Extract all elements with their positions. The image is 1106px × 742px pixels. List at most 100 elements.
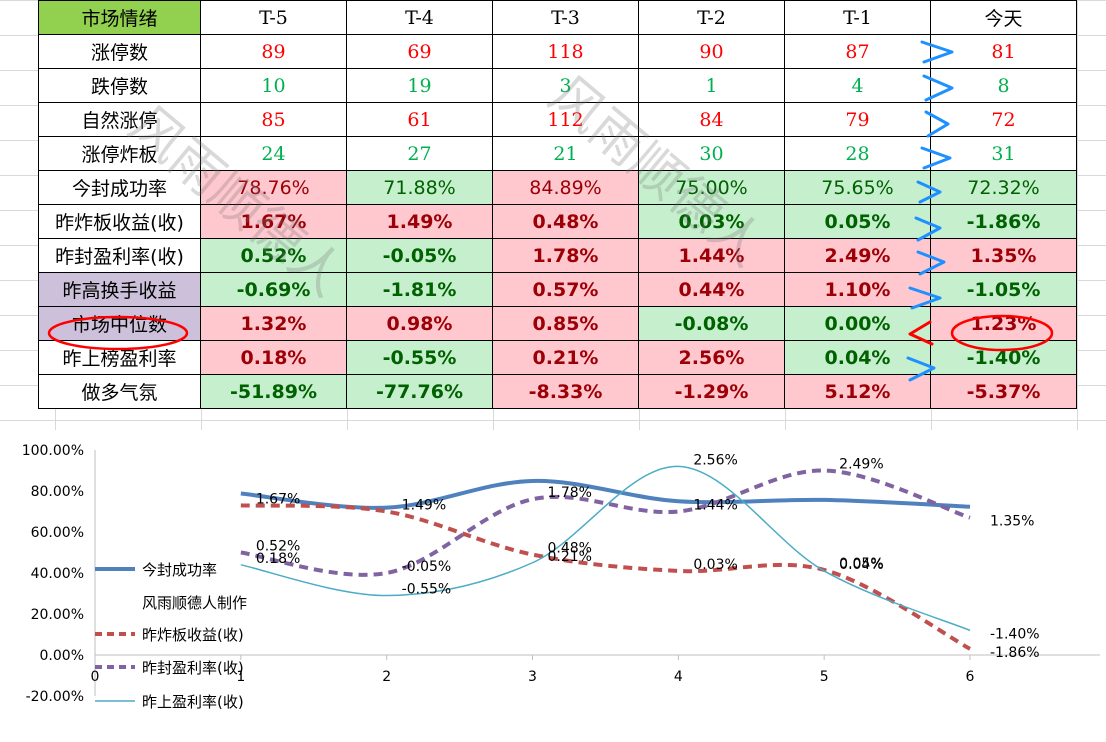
series-line bbox=[240, 465, 971, 632]
table-cell: 0.44% bbox=[638, 272, 785, 307]
header-cell-day: T-4 bbox=[346, 0, 493, 35]
legend-label: 昨上盈利率(收) bbox=[142, 693, 244, 711]
table-cell: 0.18% bbox=[200, 340, 347, 375]
table-cell: -1.86% bbox=[930, 204, 1077, 239]
table-row: 昨上榜盈利率 0.18% -0.55% 0.21% 2.56% 0.04% -1.40% bbox=[38, 340, 1077, 375]
y-tick-label: 40.00% bbox=[31, 566, 84, 582]
x-tick-label: 2 bbox=[382, 669, 391, 685]
row-label: 昨炸板收益(收) bbox=[38, 204, 201, 239]
header-cell-day: T-5 bbox=[200, 0, 347, 35]
data-label: 1.67% bbox=[256, 491, 300, 507]
table-cell: 0.85% bbox=[492, 306, 639, 341]
data-label: 2.49% bbox=[839, 457, 883, 473]
table-cell: 69 bbox=[346, 34, 493, 69]
table-cell: 31 bbox=[930, 136, 1077, 171]
data-label: 0.18% bbox=[256, 551, 300, 567]
row-label: 跌停数 bbox=[38, 68, 201, 103]
table-row: 市场中位数 1.32% 0.98% 0.85% -0.08% 0.00% 1.23% bbox=[38, 306, 1077, 341]
table-header-row: 市场情绪 T-5 T-4 T-3 T-2 T-1 今天 bbox=[38, 0, 1077, 35]
header-cell-day: T-2 bbox=[638, 0, 785, 35]
row-label: 自然涨停 bbox=[38, 102, 201, 137]
table-cell: 79 bbox=[784, 102, 931, 137]
x-tick-label: 3 bbox=[528, 669, 537, 685]
table-cell: 4 bbox=[784, 68, 931, 103]
table-cell: 78.76% bbox=[200, 170, 347, 205]
row-label: 昨上榜盈利率 bbox=[38, 340, 201, 375]
table-cell: -1.29% bbox=[638, 374, 785, 409]
header-cell-day: 今天 bbox=[930, 0, 1077, 35]
table-cell: 0.52% bbox=[200, 238, 347, 273]
table-row: 昨炸板收益(收) 1.67% 1.49% 0.48% 0.03% 0.05% -1.86% bbox=[38, 204, 1077, 239]
table-cell: 71.88% bbox=[346, 170, 493, 205]
table-row: 涨停炸板 24 27 21 30 28 31 bbox=[38, 136, 1077, 171]
table-cell: -0.05% bbox=[346, 238, 493, 273]
table-cell: 112 bbox=[492, 102, 639, 137]
table-cell: 10 bbox=[200, 68, 347, 103]
data-label: -1.40% bbox=[990, 626, 1040, 642]
table-cell: 1.10% bbox=[784, 272, 931, 307]
table-cell: 1.32% bbox=[200, 306, 347, 341]
table-cell: 8 bbox=[930, 68, 1077, 103]
table-cell: 1.78% bbox=[492, 238, 639, 273]
table-cell: 1.67% bbox=[200, 204, 347, 239]
table-cell: 84 bbox=[638, 102, 785, 137]
table-cell: 61 bbox=[346, 102, 493, 137]
row-label: 做多气氛 bbox=[38, 374, 201, 409]
table-cell: 87 bbox=[784, 34, 931, 69]
header-cell-day: T-3 bbox=[492, 0, 639, 35]
row-label: 市场中位数 bbox=[38, 306, 201, 341]
table-cell: 0.05% bbox=[784, 204, 931, 239]
x-tick-label: 6 bbox=[966, 669, 975, 685]
y-tick-label: 80.00% bbox=[31, 484, 84, 500]
table-cell: 0.03% bbox=[638, 204, 785, 239]
table-cell: 75.00% bbox=[638, 170, 785, 205]
row-label: 涨停数 bbox=[38, 34, 201, 69]
table-cell: 84.89% bbox=[492, 170, 639, 205]
table-row: 做多气氛 -51.89% -77.76% -8.33% -1.29% 5.12% -5.37… bbox=[38, 374, 1077, 409]
legend-label: 昨炸板收益(收) bbox=[142, 626, 244, 644]
table-cell: 0.00% bbox=[784, 306, 931, 341]
table-row: 昨高换手收益 -0.69% -1.81% 0.57% 0.44% 1.10% -1.05% bbox=[38, 272, 1077, 307]
table-cell: 2.49% bbox=[784, 238, 931, 273]
data-label: 0.04% bbox=[839, 557, 883, 573]
table-cell: -1.40% bbox=[930, 340, 1077, 375]
table-cell: 89 bbox=[200, 34, 347, 69]
table-cell: 0.57% bbox=[492, 272, 639, 307]
data-label: -0.05% bbox=[402, 559, 452, 575]
table-cell: 90 bbox=[638, 34, 785, 69]
y-tick-label: 20.00% bbox=[31, 607, 84, 623]
data-label: 2.56% bbox=[693, 452, 737, 468]
table-cell: 1 bbox=[638, 68, 785, 103]
table-row: 自然涨停 85 61 112 84 79 72 bbox=[38, 102, 1077, 137]
table-cell: -0.08% bbox=[638, 306, 785, 341]
series-line bbox=[240, 468, 971, 577]
table-cell: 3 bbox=[492, 68, 639, 103]
data-label: 0.21% bbox=[548, 549, 592, 565]
y-tick-label: -20.00% bbox=[26, 689, 84, 705]
table-cell: 118 bbox=[492, 34, 639, 69]
row-label: 昨封盈利率(收) bbox=[38, 238, 201, 273]
table-cell: 19 bbox=[346, 68, 493, 103]
table-cell: -8.33% bbox=[492, 374, 639, 409]
y-tick-label: 60.00% bbox=[31, 525, 84, 541]
table-row: 涨停数 89 69 118 90 87 81 bbox=[38, 34, 1077, 69]
table-cell: -77.76% bbox=[346, 374, 493, 409]
table-row: 跌停数 10 19 3 1 4 8 bbox=[38, 68, 1077, 103]
table-cell: 85 bbox=[200, 102, 347, 137]
data-label: 0.03% bbox=[693, 557, 737, 573]
table-cell: 0.04% bbox=[784, 340, 931, 375]
y-tick-label: 100.00% bbox=[22, 443, 84, 459]
data-label: 0.48% bbox=[548, 541, 592, 557]
table-cell: 21 bbox=[492, 136, 639, 171]
legend-label: 今封成功率 bbox=[142, 561, 217, 579]
table-cell: -1.81% bbox=[346, 272, 493, 307]
table-cell: 27 bbox=[346, 136, 493, 171]
legend-note: 风雨顺德人制作 bbox=[142, 594, 247, 612]
data-label: -0.55% bbox=[402, 582, 452, 598]
table-cell: 1.49% bbox=[346, 204, 493, 239]
row-label: 今封成功率 bbox=[38, 170, 201, 205]
x-tick-label: 4 bbox=[674, 669, 683, 685]
data-label: 1.78% bbox=[548, 485, 592, 501]
table-cell: 5.12% bbox=[784, 374, 931, 409]
table-cell: 24 bbox=[200, 136, 347, 171]
